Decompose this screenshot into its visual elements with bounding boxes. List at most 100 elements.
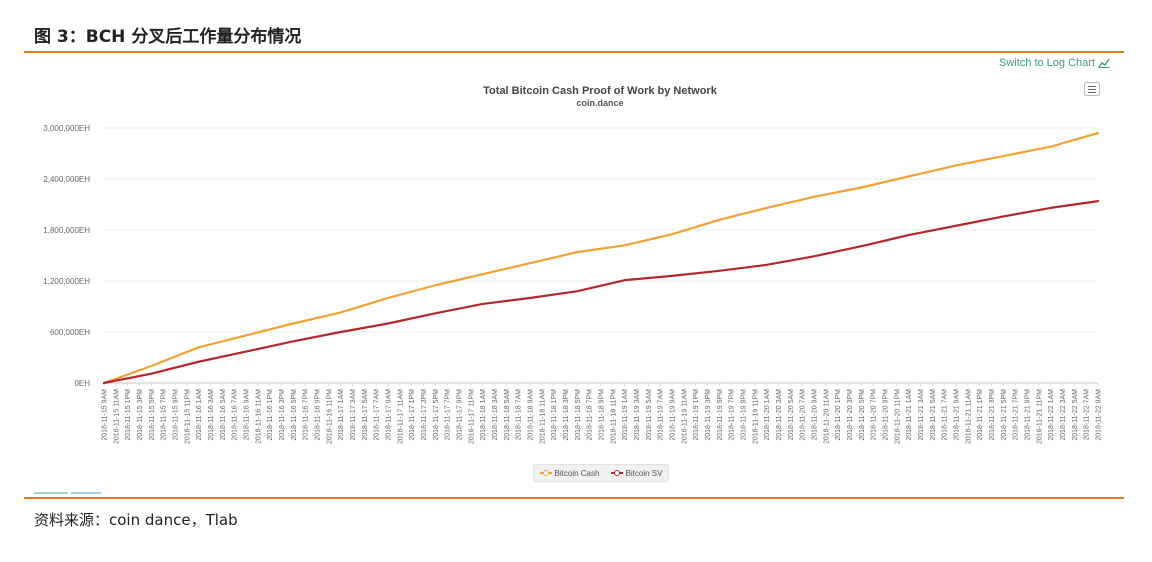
x-tick-label: 2018-11-22 9AM: [1096, 389, 1103, 441]
y-tick-label: 600,000EH: [50, 328, 90, 337]
x-tick-label: 2018-11-20 1AM: [764, 389, 771, 441]
x-tick-label: 2018-11-21 7AM: [942, 389, 949, 441]
y-tick-label: 0EH: [74, 379, 90, 388]
source-note: 资料来源：coin dance，Tlab: [34, 511, 238, 529]
top-rule: [24, 51, 1124, 53]
x-tick-label: 2018-11-21 9PM: [1025, 389, 1032, 441]
x-tick-label: 2018-11-19 5AM: [646, 389, 653, 441]
x-tick-label: 2018-11-18 11AM: [539, 389, 546, 444]
x-tick-label: 2018-11-18 5AM: [504, 389, 511, 441]
x-tick-label: 2018-11-18 3PM: [563, 389, 570, 441]
x-tick-label: 2018-11-16 5PM: [291, 389, 298, 441]
x-tick-label: 2018-11-20 9PM: [883, 389, 890, 441]
x-tick-label: 2018-11-18 11PM: [610, 389, 617, 444]
x-tick-label: 2018-11-16 3AM: [208, 389, 215, 441]
x-tick-label: 2018-11-20 5AM: [788, 389, 795, 441]
legend-label-bitcoin-sv: Bitcoin SV: [625, 468, 663, 478]
x-tick-label: 2018-11-17 1PM: [409, 389, 416, 441]
x-tick-label: 2018-11-21 3PM: [989, 389, 996, 441]
x-tick-label: 2018-11-18 5PM: [575, 389, 582, 441]
series-line-bitcoin-cash: [102, 132, 1100, 385]
x-tick-label: 2018-11-15 1PM: [125, 389, 132, 441]
x-tick-label: 2018-11-18 9AM: [528, 389, 535, 441]
x-tick-label: 2018-11-21 5PM: [1001, 389, 1008, 441]
chart-svg: Total Bitcoin Cash Proof of Work by Netw…: [43, 85, 1103, 444]
x-tick-label: 2018-11-19 7PM: [729, 389, 736, 441]
x-tick-label: 2018-11-18 7PM: [587, 389, 594, 441]
range-slider-right[interactable]: [71, 492, 101, 494]
x-tick-label: 2018-11-21 1PM: [977, 389, 984, 441]
chart-menu-button[interactable]: [1084, 82, 1100, 96]
y-tick-label: 1,800,000EH: [43, 226, 90, 235]
y-tick-label: 1,200,000EH: [43, 277, 90, 286]
legend-item-bitcoin-sv[interactable]: Bitcoin SV: [610, 468, 663, 478]
x-tick-label: 2018-11-21 5AM: [930, 389, 937, 441]
x-tick-label: 2018-11-15 7PM: [161, 389, 168, 441]
x-tick-label: 2018-11-16 11PM: [326, 389, 333, 444]
x-tick-label: 2018-11-22 3AM: [1060, 389, 1067, 441]
x-tick-label: 2018-11-15 3PM: [137, 389, 144, 441]
x-tick-label: 2018-11-17 9AM: [386, 389, 393, 441]
x-tick-label: 2018-11-15 9PM: [173, 389, 180, 441]
x-tick-label: 2018-11-16 7PM: [303, 389, 310, 441]
x-tick-label: 2018-11-22 5AM: [1072, 389, 1079, 441]
y-tick-label: 2,400,000EH: [43, 175, 90, 184]
x-tick-label: 2018-11-20 5PM: [859, 389, 866, 441]
x-tick-label: 2018-11-15 5PM: [149, 389, 156, 441]
y-tick-label: 3,000,000EH: [43, 124, 90, 133]
x-tick-label: 2018-11-20 7AM: [800, 389, 807, 441]
x-tick-label: 2018-11-19 3AM: [634, 389, 641, 441]
x-tick-label: 2018-11-17 1AM: [338, 389, 345, 441]
x-tick-label: 2018-11-18 1AM: [480, 389, 487, 441]
x-tick-label: 2018-11-21 9AM: [954, 389, 961, 441]
legend-swatch-bitcoin-sv: [610, 470, 623, 476]
legend-swatch-bitcoin-cash: [539, 470, 552, 476]
x-tick-label: 2018-11-17 3PM: [421, 389, 428, 441]
legend-item-bitcoin-cash[interactable]: Bitcoin Cash: [539, 468, 600, 478]
x-tick-label: 2018-11-21 7PM: [1013, 389, 1020, 441]
x-tick-label: 2018-11-21 1AM: [906, 389, 913, 441]
chart-title: Total Bitcoin Cash Proof of Work by Netw…: [483, 85, 718, 97]
chart-legend: Bitcoin Cash Bitcoin SV: [533, 464, 669, 482]
x-tick-label: 2018-11-17 11PM: [468, 389, 475, 444]
x-tick-label: 2018-11-18 3AM: [492, 389, 499, 441]
x-tick-label: 2018-11-20 1PM: [835, 389, 842, 441]
legend-label-bitcoin-cash: Bitcoin Cash: [554, 468, 600, 478]
chart-subtitle: coin.dance: [576, 98, 623, 108]
x-tick-label: 2018-11-19 5PM: [717, 389, 724, 441]
x-tick-label: 2018-11-17 11AM: [397, 389, 404, 444]
x-tick-label: 2018-11-20 9AM: [812, 389, 819, 441]
x-tick-label: 2018-11-19 11AM: [681, 389, 688, 444]
x-tick-label: 2018-11-16 11AM: [255, 389, 262, 444]
x-tick-label: 2018-11-15 9AM: [102, 389, 109, 441]
x-tick-label: 2018-11-21 11AM: [965, 389, 972, 444]
x-tick-label: 2018-11-19 11PM: [752, 389, 759, 444]
x-tick-label: 2018-11-22 1AM: [1048, 389, 1055, 441]
x-tick-label: 2018-11-20 7PM: [871, 389, 878, 441]
x-tick-label: 2018-11-20 11AM: [823, 389, 830, 444]
series-lines: [102, 132, 1100, 385]
bottom-rule: [24, 497, 1124, 499]
line-chart-icon: [1098, 58, 1110, 68]
switch-to-log-chart-link[interactable]: Switch to Log Chart: [999, 57, 1110, 69]
x-tick-label: 2018-11-17 5PM: [433, 389, 440, 441]
x-tick-label: 2018-11-20 11PM: [894, 389, 901, 444]
x-tick-label: 2018-11-15 11AM: [113, 389, 120, 444]
x-tick-label: 2018-11-17 3AM: [350, 389, 357, 441]
x-tick-label: 2018-11-19 9AM: [670, 389, 677, 441]
x-tick-label: 2018-11-18 9PM: [599, 389, 606, 441]
x-tick-label: 2018-11-16 9PM: [315, 389, 322, 441]
x-tick-label: 2018-11-20 3PM: [847, 389, 854, 441]
x-tick-label: 2018-11-19 7AM: [658, 389, 665, 441]
x-tick-label: 2018-11-19 1PM: [693, 389, 700, 441]
x-tick-label: 2018-11-15 11PM: [184, 389, 191, 444]
x-tick-label: 2018-11-20 3AM: [776, 389, 783, 441]
x-axis-ticks: 2018-11-15 9AM 2018-11-15 11AM 2018-11-15 …: [102, 383, 1103, 444]
range-slider-left[interactable]: [34, 492, 68, 494]
x-tick-label: 2018-11-17 9PM: [457, 389, 464, 441]
x-tick-label: 2018-11-16 5AM: [220, 389, 227, 441]
x-tick-label: 2018-11-21 3AM: [918, 389, 925, 441]
x-tick-label: 2018-11-21 11PM: [1036, 389, 1043, 444]
y-axis-ticks: 0EH 600,000EH 1,200,000EH 1,800,000EH 2,400,…: [43, 124, 90, 388]
x-tick-label: 2018-11-19 1AM: [622, 389, 629, 441]
